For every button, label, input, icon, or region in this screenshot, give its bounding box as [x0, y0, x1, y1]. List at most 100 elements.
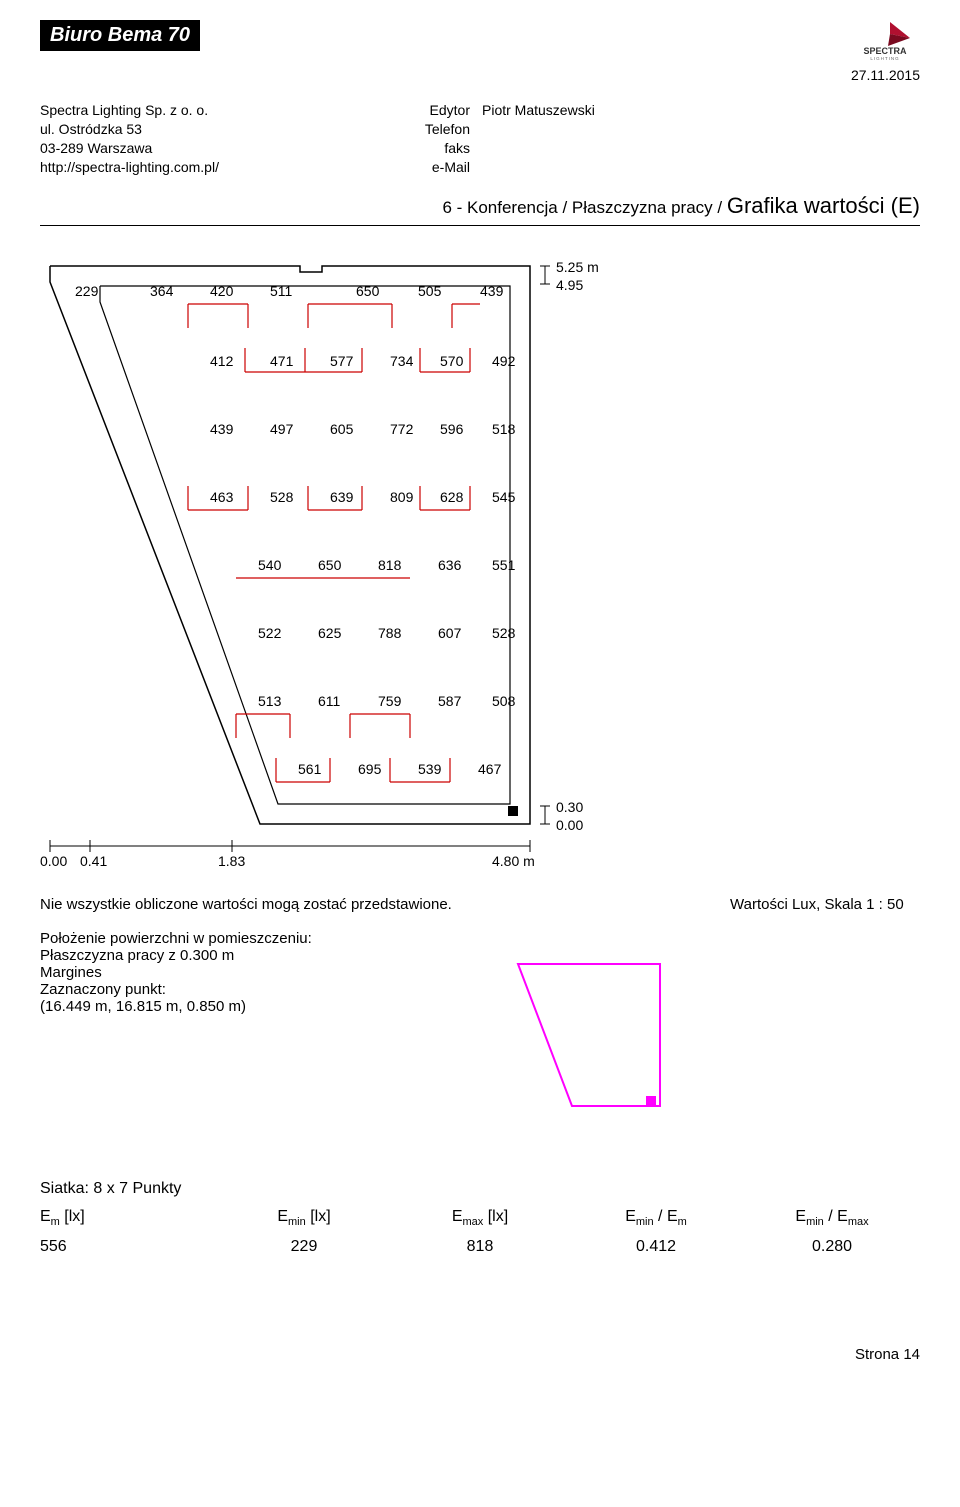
- stats-headers: Em [lx] Emin [lx] Emax [lx] Emin / Em Em…: [40, 1208, 920, 1228]
- svg-text:605: 605: [330, 421, 354, 437]
- svg-text:463: 463: [210, 489, 234, 505]
- notes-block: Nie wszystkie obliczone wartości mogą zo…: [40, 896, 920, 1120]
- svg-text:650: 650: [318, 557, 342, 573]
- stat-value: 556: [40, 1238, 216, 1256]
- svg-text:570: 570: [440, 353, 464, 369]
- stat-value: 818: [392, 1238, 568, 1256]
- meta-values: Piotr Matuszewski: [482, 101, 920, 177]
- stat-header: Em [lx]: [40, 1208, 216, 1228]
- svg-text:734: 734: [390, 353, 414, 369]
- meta-left: Spectra Lighting Sp. z o. o. ul. Ostródz…: [40, 101, 410, 177]
- grid-label: Siatka: 8 x 7 Punkty: [40, 1180, 920, 1198]
- svg-text:0.00: 0.00: [556, 817, 583, 833]
- section-main: Grafika wartości (E): [727, 193, 920, 218]
- svg-text:0.30: 0.30: [556, 799, 583, 815]
- svg-text:522: 522: [258, 625, 282, 641]
- stats-values: 556 229 818 0.412 0.280: [40, 1238, 920, 1256]
- svg-text:4.80 m: 4.80 m: [492, 853, 535, 869]
- svg-text:695: 695: [358, 761, 382, 777]
- stat-value: 0.412: [568, 1238, 744, 1256]
- svg-text:513: 513: [258, 693, 282, 709]
- svg-text:596: 596: [440, 421, 464, 437]
- svg-text:364: 364: [150, 283, 174, 299]
- meta-label: Telefon: [410, 120, 470, 139]
- svg-text:607: 607: [438, 625, 462, 641]
- header: Biuro Bema 70 SPECTRA LIGHTING 27.11.201…: [40, 20, 920, 83]
- note-line: (16.449 m, 16.815 m, 0.850 m): [40, 998, 470, 1015]
- svg-text:818: 818: [378, 557, 402, 573]
- svg-text:4.95: 4.95: [556, 277, 583, 293]
- svg-text:412: 412: [210, 353, 234, 369]
- meta-value: Piotr Matuszewski: [482, 101, 920, 120]
- svg-text:577: 577: [330, 353, 354, 369]
- svg-text:628: 628: [440, 489, 464, 505]
- svg-text:439: 439: [480, 283, 504, 299]
- svg-text:518: 518: [492, 421, 516, 437]
- svg-text:528: 528: [492, 625, 516, 641]
- meta-line: 03-289 Warszawa: [40, 139, 410, 158]
- thumbnail-shape: [510, 956, 670, 1116]
- svg-text:545: 545: [492, 489, 516, 505]
- svg-text:420: 420: [210, 283, 234, 299]
- svg-text:492: 492: [492, 353, 516, 369]
- svg-text:471: 471: [270, 353, 294, 369]
- svg-text:759: 759: [378, 693, 402, 709]
- stats-block: Siatka: 8 x 7 Punkty Em [lx] Emin [lx] E…: [40, 1180, 920, 1256]
- svg-text:561: 561: [298, 761, 322, 777]
- svg-text:539: 539: [418, 761, 442, 777]
- diagram-svg: 229 364 420 511 650 505 439 412 471 577 734 570 492 4…: [40, 256, 600, 876]
- svg-text:508: 508: [492, 693, 516, 709]
- logo-block: SPECTRA LIGHTING 27.11.2015: [850, 20, 920, 83]
- spectra-logo-icon: SPECTRA LIGHTING: [850, 20, 920, 60]
- svg-text:788: 788: [378, 625, 402, 641]
- svg-text:650: 650: [356, 283, 380, 299]
- svg-text:639: 639: [330, 489, 354, 505]
- stat-header: Emax [lx]: [392, 1208, 568, 1228]
- svg-text:497: 497: [270, 421, 294, 437]
- svg-text:772: 772: [390, 421, 414, 437]
- svg-text:505: 505: [418, 283, 442, 299]
- stat-value: 229: [216, 1238, 392, 1256]
- value-diagram: 229 364 420 511 650 505 439 412 471 577 734 570 492 4…: [40, 256, 600, 876]
- svg-text:540: 540: [258, 557, 282, 573]
- svg-text:611: 611: [318, 693, 341, 709]
- company-title: Biuro Bema 70: [40, 20, 200, 51]
- meta-label: Edytor: [410, 101, 470, 120]
- svg-text:0.00: 0.00: [40, 853, 67, 869]
- meta-label: faks: [410, 139, 470, 158]
- note-line: Położenie powierzchni w pomieszczeniu:: [40, 930, 470, 947]
- note-line: Nie wszystkie obliczone wartości mogą zo…: [40, 896, 470, 913]
- stat-header: Emin / Emax: [744, 1208, 920, 1228]
- svg-text:636: 636: [438, 557, 462, 573]
- page-number: Strona 14: [855, 1346, 920, 1363]
- svg-text:467: 467: [478, 761, 502, 777]
- scale-label: Wartości Lux, Skala 1 : 50: [730, 896, 920, 913]
- meta-label: e-Mail: [410, 158, 470, 177]
- svg-text:SPECTRA: SPECTRA: [863, 46, 907, 56]
- svg-text:1.83: 1.83: [218, 853, 245, 869]
- svg-text:511: 511: [270, 283, 293, 299]
- date: 27.11.2015: [850, 67, 920, 83]
- svg-text:5.25 m: 5.25 m: [556, 259, 599, 275]
- svg-text:625: 625: [318, 625, 342, 641]
- meta-block: Spectra Lighting Sp. z o. o. ul. Ostródz…: [40, 101, 920, 177]
- svg-text:229: 229: [75, 283, 99, 299]
- svg-text:809: 809: [390, 489, 414, 505]
- stat-header: Emin [lx]: [216, 1208, 392, 1228]
- svg-text:528: 528: [270, 489, 294, 505]
- note-line: Płaszczyzna pracy z 0.300 m: [40, 947, 470, 964]
- note-line: Zaznaczony punkt:: [40, 981, 470, 998]
- svg-text:LIGHTING: LIGHTING: [870, 56, 899, 60]
- note-line: Margines: [40, 964, 470, 981]
- section-title: 6 - Konferencja / Płaszczyzna pracy / Gr…: [40, 177, 920, 226]
- svg-text:439: 439: [210, 421, 234, 437]
- meta-line: http://spectra-lighting.com.pl/: [40, 158, 410, 177]
- meta-line: Spectra Lighting Sp. z o. o.: [40, 101, 410, 120]
- meta-line: ul. Ostródzka 53: [40, 120, 410, 139]
- svg-text:587: 587: [438, 693, 462, 709]
- svg-text:551: 551: [492, 557, 516, 573]
- section-prefix: 6 - Konferencja / Płaszczyzna pracy /: [442, 198, 726, 217]
- stat-header: Emin / Em: [568, 1208, 744, 1228]
- stat-value: 0.280: [744, 1238, 920, 1256]
- meta-labels: Edytor Telefon faks e-Mail: [410, 101, 470, 177]
